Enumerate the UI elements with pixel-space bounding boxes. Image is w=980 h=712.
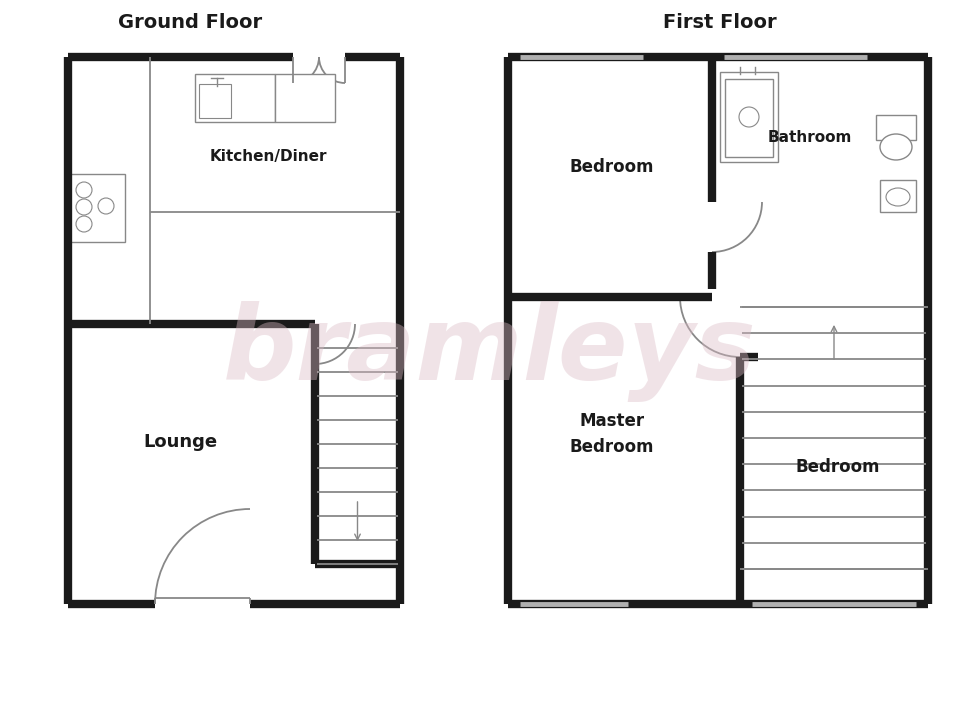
Ellipse shape: [886, 188, 910, 206]
Bar: [195, 74, 275, 122]
Text: Master
Bedroom: Master Bedroom: [569, 412, 655, 456]
Text: Bathroom: Bathroom: [767, 130, 853, 145]
Text: Bedroom: Bedroom: [569, 158, 655, 176]
Text: First Floor: First Floor: [663, 13, 777, 31]
Text: Bedroom: Bedroom: [796, 458, 880, 476]
Text: Ground Floor: Ground Floor: [118, 13, 262, 31]
Bar: [720, 72, 778, 162]
Text: Lounge: Lounge: [143, 433, 217, 451]
Ellipse shape: [880, 134, 912, 160]
Bar: [725, 79, 773, 157]
Text: bramleys: bramleys: [223, 301, 757, 402]
Bar: [880, 180, 916, 212]
Text: Kitchen/Diner: Kitchen/Diner: [210, 150, 326, 164]
Bar: [70, 174, 125, 242]
Bar: [876, 115, 916, 140]
Bar: [275, 74, 335, 122]
Bar: [199, 84, 231, 118]
